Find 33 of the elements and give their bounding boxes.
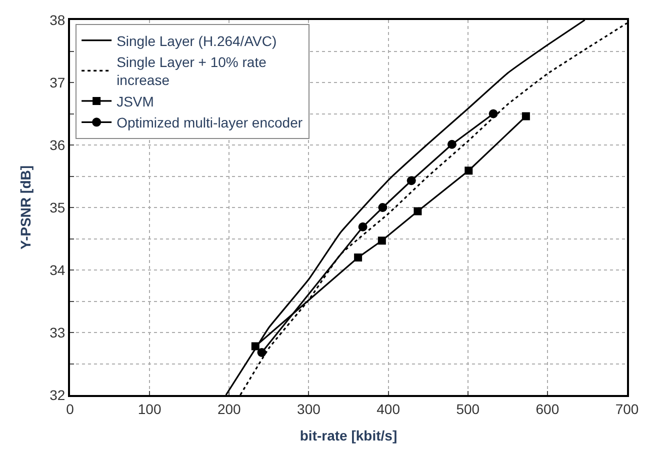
legend-label: Optimized multi-layer encoder xyxy=(116,114,303,131)
x-tick-label: 0 xyxy=(66,400,74,417)
point xyxy=(522,112,530,120)
y-tick-label: 32 xyxy=(50,386,66,403)
y-tick-label: 33 xyxy=(50,324,66,340)
x-tick-label: 100 xyxy=(138,400,162,417)
point xyxy=(257,348,266,357)
y-tick-label: 37 xyxy=(50,74,66,90)
point xyxy=(378,203,388,212)
x-tick-label: 600 xyxy=(536,400,560,417)
x-axis-title: bit-rate [kbit/s] xyxy=(300,428,398,444)
x-tick-label: 500 xyxy=(456,400,480,417)
point xyxy=(414,207,422,216)
point xyxy=(378,236,386,245)
y-tick-label: 34 xyxy=(50,262,66,278)
point xyxy=(358,222,368,232)
point xyxy=(464,166,473,175)
x-tick-label: 400 xyxy=(376,400,400,417)
point xyxy=(447,140,456,149)
x-tick-label: 300 xyxy=(297,400,321,417)
point xyxy=(406,176,416,186)
x-tick-label: 200 xyxy=(217,400,242,417)
legend-label: Single Layer (H.264/AVC) xyxy=(116,32,277,49)
y-tick-label: 36 xyxy=(50,136,66,153)
x-tick-label: 700 xyxy=(615,400,639,417)
legend-label: JSVM xyxy=(116,93,154,110)
y-tick-label: 35 xyxy=(50,199,66,216)
point xyxy=(354,254,362,262)
legend-label: Single Layer + 10% rate increase xyxy=(116,54,267,88)
y-axis-title: Y-PSNR [dB] xyxy=(18,166,34,250)
point xyxy=(488,109,498,118)
point xyxy=(251,342,260,350)
y-tick-label: 38 xyxy=(50,12,66,28)
